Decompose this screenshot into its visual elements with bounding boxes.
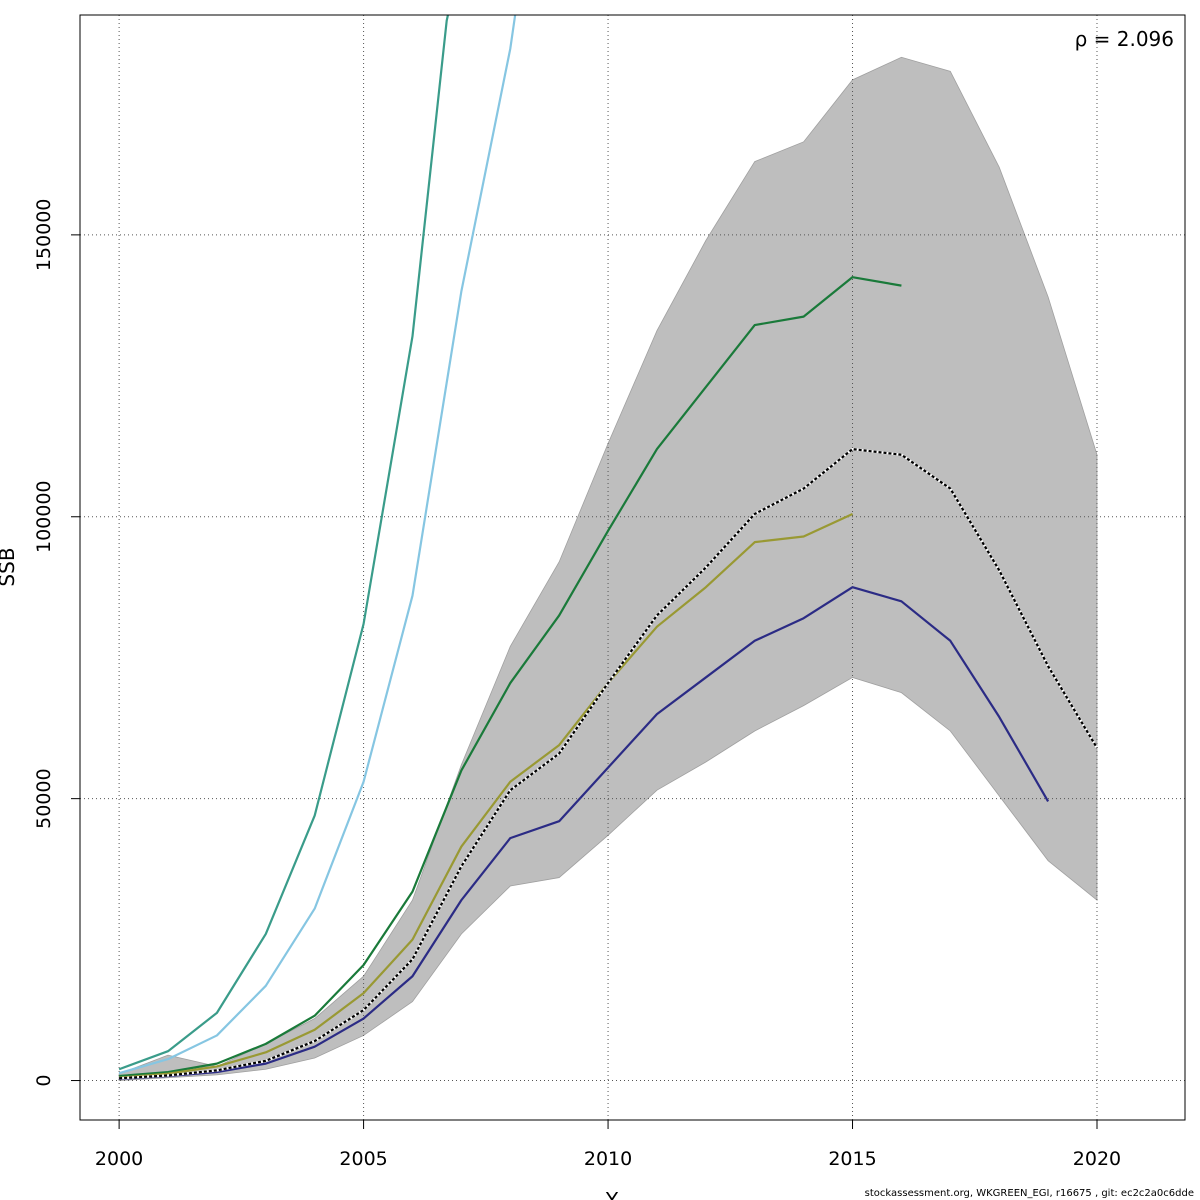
x-tick-label-2005: 2005 <box>339 1148 387 1170</box>
grid-layer <box>80 15 1185 1120</box>
x-tick-label-2015: 2015 <box>828 1148 876 1170</box>
series-line-4 <box>119 512 853 1079</box>
series-line-3 <box>119 276 902 1078</box>
confidence-band <box>118 56 1098 1081</box>
x-tick-label-2010: 2010 <box>584 1148 632 1170</box>
footer-credit: stockassessment.org, WKGREEN_EGI, r16675… <box>865 1188 1194 1199</box>
y-tick-label-50000: 50000 <box>33 768 55 828</box>
y-tick-label-100000: 100000 <box>33 480 55 553</box>
confidence-band-layer <box>118 56 1098 1081</box>
y-tick-label-0: 0 <box>33 1074 55 1086</box>
x-tick-label-2020: 2020 <box>1073 1148 1121 1170</box>
series-line-2 <box>118 15 517 1075</box>
y-tick-label-150000: 150000 <box>33 199 55 272</box>
series-line-5 <box>119 586 1050 1080</box>
series-line-6 <box>119 448 1098 1080</box>
y-axis-label: SSB <box>0 547 19 586</box>
axes-layer: 2000 2005 2010 2015 2020 0 50000 100000 150000 <box>33 14 1186 1170</box>
x-tick-label-2000: 2000 <box>95 1148 143 1170</box>
plot-frame <box>79 14 1186 1121</box>
series-line-1 <box>118 15 450 1071</box>
series-layer <box>118 15 1099 1080</box>
rho-annotation: ρ = 2.096 <box>1075 27 1174 51</box>
x-axis-label: Y <box>605 1188 619 1200</box>
